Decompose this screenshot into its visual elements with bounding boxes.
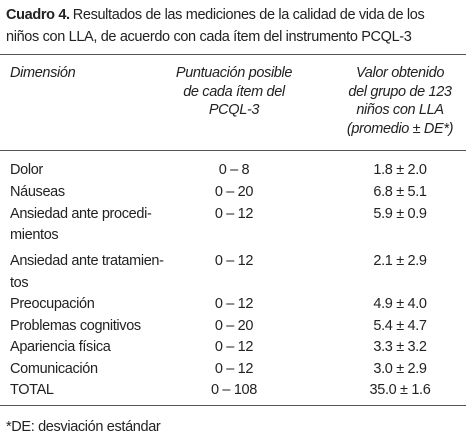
range-cell: 0 – 12	[214, 338, 254, 355]
footnote: *DE: desviación estándar	[6, 418, 161, 435]
dimension-cell: Náuseas	[10, 183, 65, 200]
range-cell: 0 – 12	[214, 295, 254, 312]
column-header: Puntuación posible	[175, 64, 293, 81]
column-header: PCQL-3	[208, 101, 260, 118]
value-cell: 3.0 ± 2.9	[373, 360, 427, 377]
caption-text: Resultados de las mediciones de la calid…	[72, 6, 425, 23]
range-cell: 0 – 12	[214, 205, 254, 222]
value-cell: 35.0 ± 1.6	[369, 381, 431, 398]
column-header: (promedio ± DE*)	[346, 120, 454, 137]
value-cell: 3.3 ± 3.2	[373, 338, 427, 355]
column-header: Valor obtenido	[355, 64, 445, 81]
caption-label: Cuadro 4.	[6, 6, 70, 23]
rule	[0, 405, 466, 406]
rule	[0, 150, 466, 151]
dimension-cell: Comunicación	[10, 360, 98, 377]
caption-text: niños con LLA, de acuerdo con cada ítem …	[6, 28, 412, 45]
value-cell: 2.1 ± 2.9	[373, 252, 427, 269]
dimension-cell: tos	[10, 274, 29, 291]
range-cell: 0 – 20	[214, 183, 254, 200]
dimension-cell: Dolor	[10, 161, 43, 178]
range-cell: 0 – 12	[214, 360, 254, 377]
value-cell: 5.9 ± 0.9	[373, 205, 427, 222]
dimension-cell: TOTAL	[10, 381, 54, 398]
value-cell: 5.4 ± 4.7	[373, 317, 427, 334]
dimension-cell: Ansiedad ante tratamien-	[10, 252, 164, 269]
value-cell: 4.9 ± 4.0	[373, 295, 427, 312]
dimension-cell: mientos	[10, 226, 59, 243]
value-cell: 6.8 ± 5.1	[373, 183, 427, 200]
range-cell: 0 – 20	[214, 317, 254, 334]
column-header: del grupo de 123	[348, 83, 452, 100]
dimension-cell: Apariencia física	[10, 338, 111, 355]
column-header: de cada ítem del	[183, 83, 285, 100]
range-cell: 0 – 8	[218, 161, 250, 178]
column-header: Dimensión	[10, 64, 76, 81]
value-cell: 1.8 ± 2.0	[373, 161, 427, 178]
column-header: niños con LLA	[356, 101, 444, 118]
rule	[0, 54, 466, 55]
range-cell: 0 – 12	[214, 252, 254, 269]
dimension-cell: Problemas cognitivos	[10, 317, 141, 334]
dimension-cell: Preocupación	[10, 295, 95, 312]
range-cell: 0 – 108	[211, 381, 257, 398]
dimension-cell: Ansiedad ante procedi-	[10, 205, 152, 222]
